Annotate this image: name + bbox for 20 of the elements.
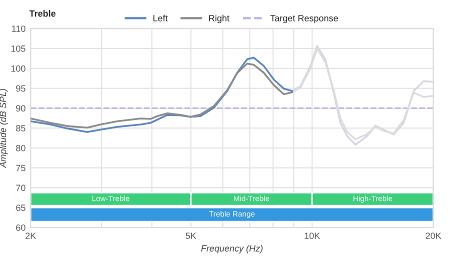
y-tick-label: 65 bbox=[16, 204, 26, 211]
y-tick-label: 75 bbox=[16, 164, 26, 172]
y-tick-label: 80 bbox=[16, 144, 26, 152]
y-tick-label: 110 bbox=[12, 26, 26, 32]
chart-title: Treble bbox=[29, 10, 56, 17]
x-tick-label: 10K bbox=[304, 232, 320, 239]
y-tick-label: 95 bbox=[16, 85, 26, 92]
legend-label: Target Response bbox=[270, 15, 338, 24]
x-tick-label: 20K bbox=[426, 232, 442, 239]
y-tick-label: 90 bbox=[16, 105, 26, 112]
x-tick-label: 2K bbox=[26, 232, 36, 239]
y-tick-label: 70 bbox=[16, 184, 26, 192]
x-axis-title: Frequency (Hz) bbox=[201, 244, 263, 254]
y-tick-label: 85 bbox=[16, 125, 26, 132]
y-tick-label: 100 bbox=[11, 65, 26, 72]
legend-label: Left bbox=[153, 14, 168, 22]
y-tick-label: 60 bbox=[16, 224, 26, 231]
y-tick-label: 105 bbox=[11, 45, 26, 52]
legend-label: Right bbox=[209, 14, 230, 24]
x-tick-label: 5K bbox=[186, 232, 196, 239]
